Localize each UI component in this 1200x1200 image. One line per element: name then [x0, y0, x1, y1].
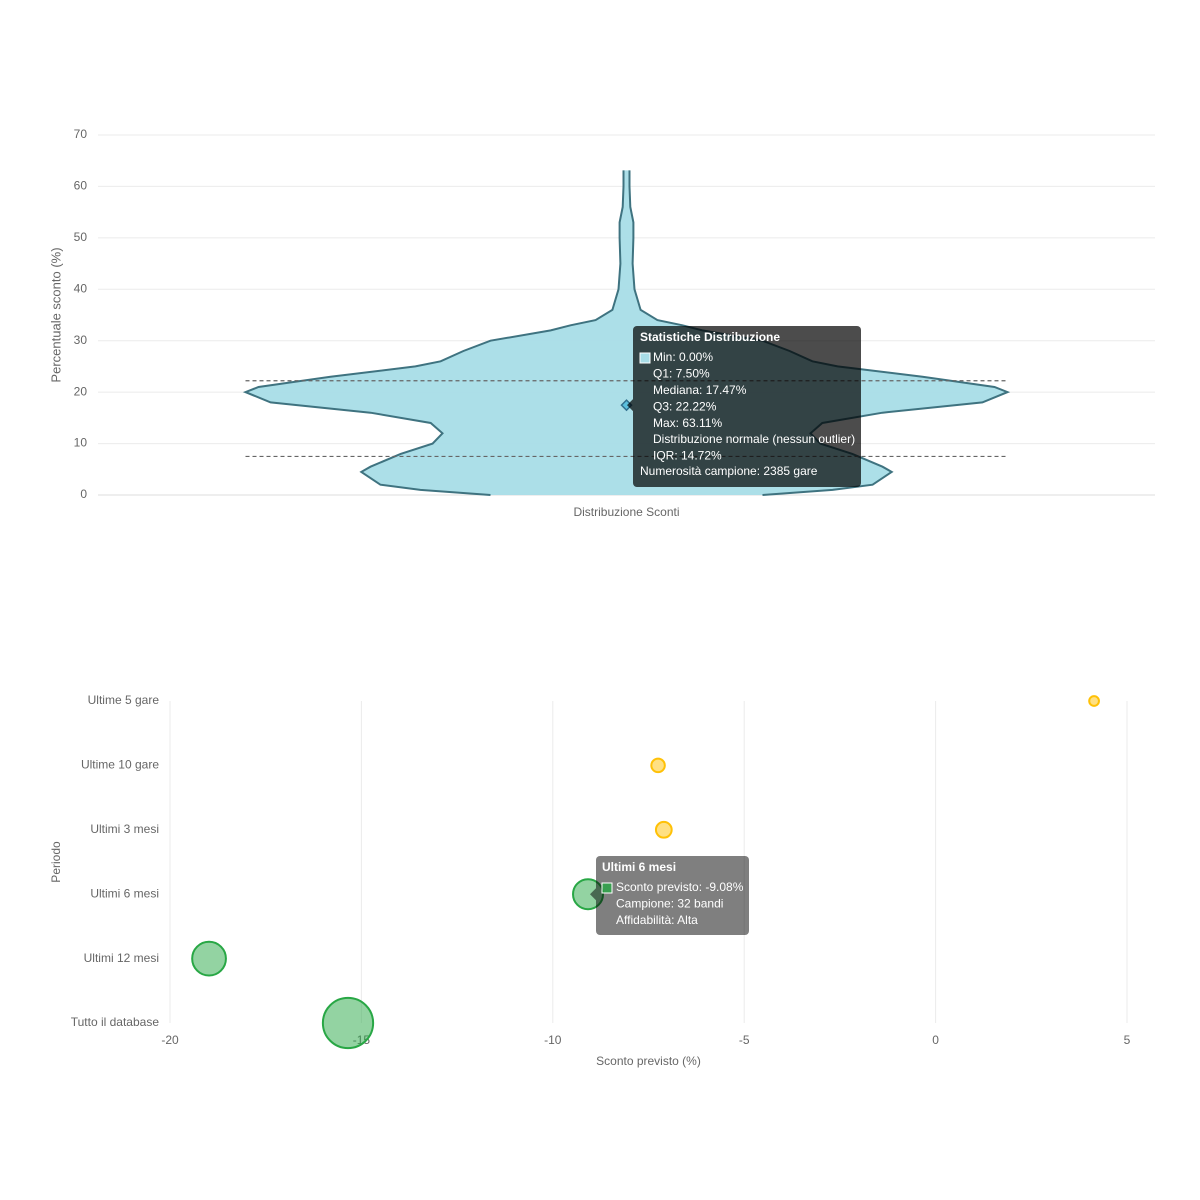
y-tick-label: Ultimi 6 mesi: [90, 886, 159, 900]
y-tick-label: 40: [74, 281, 88, 295]
y-axis-label: Percentuale sconto (%): [48, 247, 63, 382]
tooltip-line: Q1: 7.50%: [653, 367, 710, 381]
violin-outline-left: [242, 170, 625, 496]
tooltip-line: Q3: 22.22%: [653, 399, 717, 413]
bubble: [1088, 695, 1100, 707]
tooltip-line: Min: 0.00%: [653, 350, 713, 364]
x-category-label: Distribuzione Sconti: [573, 505, 679, 519]
tooltip-title: Ultimi 6 mesi: [602, 860, 676, 874]
y-tick-label: 30: [74, 333, 88, 347]
x-tick-label: 0: [932, 1033, 939, 1047]
tooltip-swatch: [601, 882, 613, 894]
tooltip-line: Sconto previsto: -9.08%: [616, 880, 744, 894]
y-axis-label: Periodo: [49, 841, 63, 883]
y-tick-label: 50: [74, 230, 88, 244]
bubble: [650, 757, 666, 774]
tooltip-box: [596, 856, 749, 935]
tooltip-line: Affidabilità: Alta: [616, 913, 698, 927]
y-tick-label: 20: [74, 384, 88, 398]
bubble: [654, 820, 673, 839]
x-tick-label: 5: [1124, 1033, 1131, 1047]
tooltip-title: Statistiche Distribuzione: [640, 330, 780, 344]
tooltip-line: Campione: 32 bandi: [616, 896, 723, 910]
tooltip-line: Distribuzione normale (nessun outlier): [653, 432, 855, 446]
tooltip-line: IQR: 14.72%: [653, 449, 722, 463]
y-tick-label: 70: [74, 127, 88, 141]
x-tick-label: -10: [544, 1033, 562, 1047]
tooltip-footer: Numerosità campione: 2385 gare: [640, 464, 818, 478]
y-tick-label: 0: [80, 487, 87, 501]
tooltip-swatch: [639, 352, 651, 364]
y-tick-label: Ultimi 3 mesi: [90, 822, 159, 836]
tooltip-line: Max: 63.11%: [653, 416, 722, 430]
x-tick-label: -5: [739, 1033, 750, 1047]
tooltip-line: Mediana: 17.47%: [653, 383, 747, 397]
y-tick-label: Ultimi 12 mesi: [84, 951, 159, 965]
x-axis-label: Sconto previsto (%): [596, 1054, 701, 1068]
y-tick-label: 60: [74, 179, 88, 193]
bubble: [321, 996, 375, 1050]
x-tick-label: -20: [161, 1033, 179, 1047]
y-tick-label: Ultime 5 gare: [88, 693, 160, 707]
tooltip-box: [633, 326, 861, 487]
tooltip-caret: [590, 888, 596, 901]
tooltip-caret: [627, 399, 633, 412]
bubble: [191, 940, 227, 977]
violin-area: [245, 170, 1008, 495]
y-tick-label: Ultime 10 gare: [81, 758, 159, 772]
y-tick-label: Tutto il database: [71, 1015, 160, 1029]
y-tick-label: 10: [74, 436, 88, 450]
